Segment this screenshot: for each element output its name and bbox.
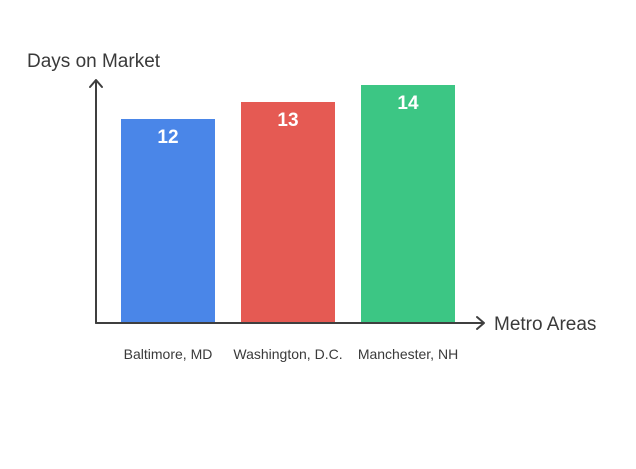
bar-baltimore-md bbox=[121, 119, 215, 323]
bar-value-label-manchester-nh: 14 bbox=[397, 93, 419, 114]
x-tick-label-baltimore-md: Baltimore, MD bbox=[124, 346, 213, 362]
bar-value-label-baltimore-md: 12 bbox=[157, 127, 178, 148]
bar-labels-group: 12 13 14 bbox=[157, 93, 419, 148]
x-axis-arrow-icon bbox=[476, 316, 485, 330]
bars-group bbox=[121, 85, 455, 323]
x-tick-label-washington-d-c: Washington, D.C. bbox=[233, 346, 342, 362]
y-axis-title: Days on Market bbox=[27, 51, 161, 72]
bar-manchester-nh bbox=[361, 85, 455, 323]
bar-washington-d-c bbox=[241, 102, 335, 323]
y-axis-arrow-icon bbox=[89, 79, 103, 88]
bar-value-label-washington-d-c: 13 bbox=[277, 110, 298, 131]
x-tick-label-manchester-nh: Manchester, NH bbox=[358, 346, 458, 362]
x-axis-title: Metro Areas bbox=[494, 314, 596, 335]
category-labels-group: Baltimore, MD Washington, D.C. Manchester,… bbox=[124, 346, 459, 362]
